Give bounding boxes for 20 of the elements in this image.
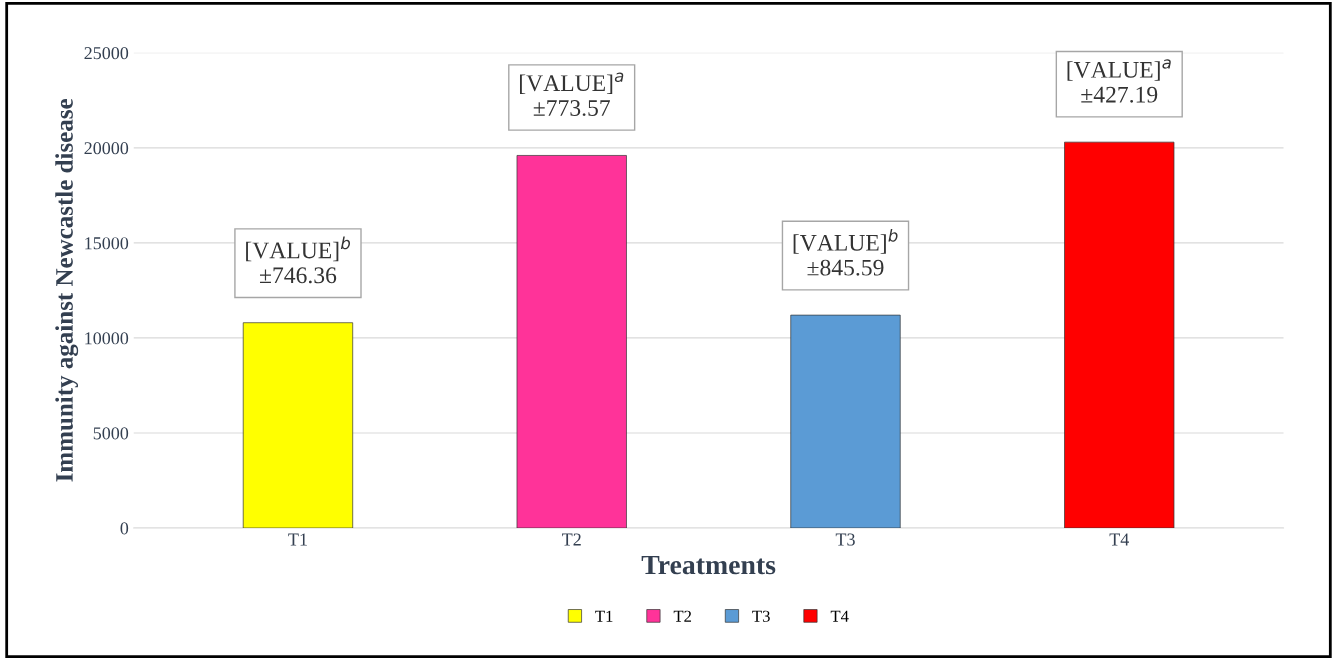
legend-label: T4 (830, 610, 849, 622)
x-tick-label: T2 (562, 533, 581, 546)
y-tick-label: 10000 (85, 332, 129, 345)
y-axis-title: Immunity against Newcastle disease (55, 99, 79, 482)
x-tick-label: T3 (835, 533, 855, 546)
x-tick-label: T4 (1109, 533, 1130, 546)
annotation: [VALUE]$^{b}$ ±746.36 (246, 236, 351, 284)
annotation: [VALUE]$^{a}$ ±427.19 (1067, 59, 1171, 103)
legend-label: T1 (595, 610, 613, 622)
y-tick-label: 0 (120, 522, 129, 535)
x-axis-title: Treatments (641, 555, 776, 575)
annotation: [VALUE]$^{a}$ ±773.57 (520, 72, 624, 117)
y-tick-label: 15000 (85, 237, 129, 250)
y-tick-label: 5000 (93, 427, 129, 440)
legend-label: T2 (673, 610, 692, 622)
y-tick-label: 25000 (84, 47, 129, 60)
annotation: [VALUE]$^{b}$ ±845.59 (793, 228, 898, 276)
legend-label: T3 (752, 610, 770, 622)
x-tick-label: T1 (288, 533, 307, 546)
y-tick-label: 20000 (84, 142, 129, 155)
